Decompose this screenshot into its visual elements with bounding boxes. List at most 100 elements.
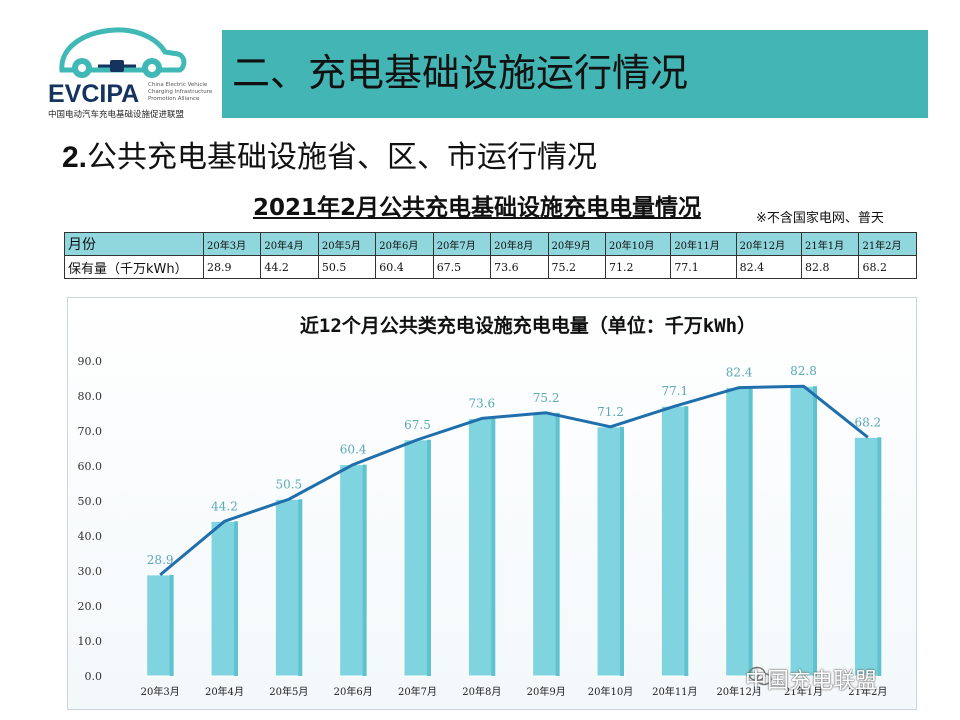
- bar-line-chart: 近12个月公共类充电设施充电电量（单位：千万kWh） 0.0 10.0 20.0 30…: [78, 314, 888, 698]
- data-label: 67.5: [404, 418, 431, 432]
- x-tick-label: 20年6月: [334, 685, 373, 698]
- data-labels-group: 28.9 44.2 50.5 60.4 67.5 73.6 75.2 71.2 77.1 82.4…: [147, 364, 881, 567]
- data-label: 60.4: [340, 443, 367, 457]
- month-cell: 20年7月: [432, 232, 492, 256]
- x-tick-label: 20年12月: [716, 685, 761, 698]
- car-plug-logo-icon: [59, 27, 187, 78]
- bars-group: [146, 385, 882, 677]
- y-tick-label: 80.0: [78, 390, 103, 403]
- data-label: 28.9: [147, 553, 174, 567]
- y-tick-label: 60.0: [78, 460, 103, 473]
- value-cell: 28.9: [202, 255, 262, 279]
- bar-shade: [362, 464, 367, 676]
- row-header-amount: 保有量（千万kWh）: [64, 255, 204, 279]
- trend-line: [159, 384, 869, 577]
- bar-shade: [748, 387, 753, 676]
- data-label: 50.5: [275, 477, 302, 491]
- value-cell: 77.1: [670, 255, 737, 279]
- table-header-row: 月份 20年3月 20年4月 20年5月 20年6月 20年7月 20年8月 2…: [64, 232, 917, 256]
- value-cell: 73.6: [490, 255, 549, 279]
- month-cell: 20年8月: [490, 232, 549, 256]
- value-cell: 50.5: [317, 255, 377, 279]
- value-cell: 60.4: [375, 255, 434, 279]
- data-label: 75.2: [533, 391, 560, 405]
- bar: [725, 387, 754, 677]
- month-cell: 20年6月: [375, 232, 434, 256]
- x-tick-label: 20年10月: [588, 685, 633, 698]
- bar-shade: [555, 412, 560, 676]
- y-tick-label: 70.0: [78, 425, 103, 438]
- bar: [403, 439, 432, 677]
- x-tick-label: 20年8月: [462, 685, 501, 698]
- bar: [532, 412, 561, 677]
- data-label: 71.2: [597, 405, 624, 419]
- evcipa-logo: EVCIPA China Electric Vehicle Charging I…: [40, 20, 212, 125]
- section-number: 2.: [62, 141, 88, 174]
- month-cell: 20年12月: [735, 232, 803, 256]
- chart-panel: 近12个月公共类充电设施充电电量（单位：千万kWh） 0.0 10.0 20.0 30…: [67, 297, 917, 710]
- y-axis-grid: 0.0 10.0 20.0 30.0 40.0 50.0 60.0 70.0 80.0 90.0: [78, 355, 103, 683]
- bar: [339, 464, 368, 677]
- bar-shade: [620, 426, 625, 676]
- bar: [146, 574, 175, 677]
- table-value-row: 保有量（千万kWh） 28.9 44.2 50.5 60.4 67.5 73.6…: [64, 255, 917, 279]
- value-cell: 68.2: [858, 255, 917, 279]
- y-tick-label: 30.0: [78, 565, 103, 578]
- month-cell: 20年3月: [202, 232, 262, 256]
- data-label: 68.2: [854, 415, 881, 429]
- data-label: 73.6: [468, 396, 495, 410]
- bar-shade: [234, 521, 239, 676]
- charging-table: 月份 20年3月 20年4月 20年5月 20年6月 20年7月 20年8月 2…: [64, 232, 917, 279]
- value-cell: 44.2: [260, 255, 319, 279]
- logo-chinese-name: 中国电动汽车充电基础设施促进联盟: [48, 110, 185, 120]
- trend-line-group: [159, 384, 869, 577]
- bar: [853, 436, 882, 677]
- x-tick-label: 20年11月: [652, 685, 697, 698]
- month-cell: 20年9月: [547, 232, 606, 256]
- logo-wordmark: EVCIPA: [48, 80, 140, 108]
- table-title: 2021年2月公共充电基础设施充电电量情况: [253, 195, 702, 221]
- bar-shade: [298, 499, 303, 676]
- x-tick-label: 20年4月: [205, 685, 244, 698]
- y-tick-label: 20.0: [78, 600, 103, 613]
- y-tick-label: 90.0: [78, 355, 103, 368]
- y-tick-label: 50.0: [78, 495, 103, 508]
- month-cell: 20年5月: [317, 232, 377, 256]
- value-cell: 75.2: [547, 255, 606, 279]
- data-label: 82.8: [790, 364, 817, 378]
- logo-english-name: China Electric Vehicle Charging Infrastr…: [148, 82, 213, 102]
- bar: [789, 385, 818, 677]
- y-tick-label: 10.0: [78, 635, 103, 648]
- bar-shade: [491, 418, 496, 676]
- x-tick-label: 20年7月: [398, 685, 437, 698]
- bar-shade: [877, 437, 882, 676]
- x-tick-label: 20年5月: [269, 685, 308, 698]
- month-cell: 21年2月: [858, 232, 917, 256]
- x-tick-label: 20年3月: [141, 685, 180, 698]
- section-heading: 2.公共充电基础设施省、区、市运行情况: [62, 132, 597, 176]
- value-cell: 71.2: [604, 255, 672, 279]
- bar: [274, 498, 303, 677]
- wechat-icon: [748, 666, 772, 686]
- x-axis-labels: 20年3月 20年4月 20年5月 20年6月 20年7月 20年8月 20年9月 20年10…: [141, 685, 888, 698]
- watermark-text: 中国充电联盟: [745, 669, 878, 694]
- slide-title: 二、充电基础设施运行情况: [232, 51, 689, 95]
- month-cell: 21年1月: [801, 232, 860, 256]
- bar-shade: [169, 574, 174, 676]
- x-tick-label: 20年9月: [527, 685, 566, 698]
- data-label: 82.4: [726, 366, 753, 380]
- data-label: 44.2: [211, 499, 238, 513]
- x-tick-label: 21年2月: [848, 685, 887, 698]
- y-tick-label: 40.0: [78, 530, 103, 543]
- x-tick-label: 21年1月: [784, 685, 823, 698]
- bar: [467, 417, 496, 677]
- bar: [596, 426, 625, 677]
- slide-title-bar: 二、充电基础设施运行情况: [222, 30, 928, 118]
- table-note: ※不含国家电网、普天: [756, 211, 884, 226]
- month-cell: 20年11月: [670, 232, 737, 256]
- data-label: 77.1: [661, 384, 688, 398]
- value-cell: 82.4: [735, 255, 803, 279]
- month-cell: 20年10月: [604, 232, 672, 256]
- section-text: 公共充电基础设施省、区、市运行情况: [87, 140, 598, 175]
- chart-title: 近12个月公共类充电设施充电电量（单位：千万kWh）: [300, 314, 756, 337]
